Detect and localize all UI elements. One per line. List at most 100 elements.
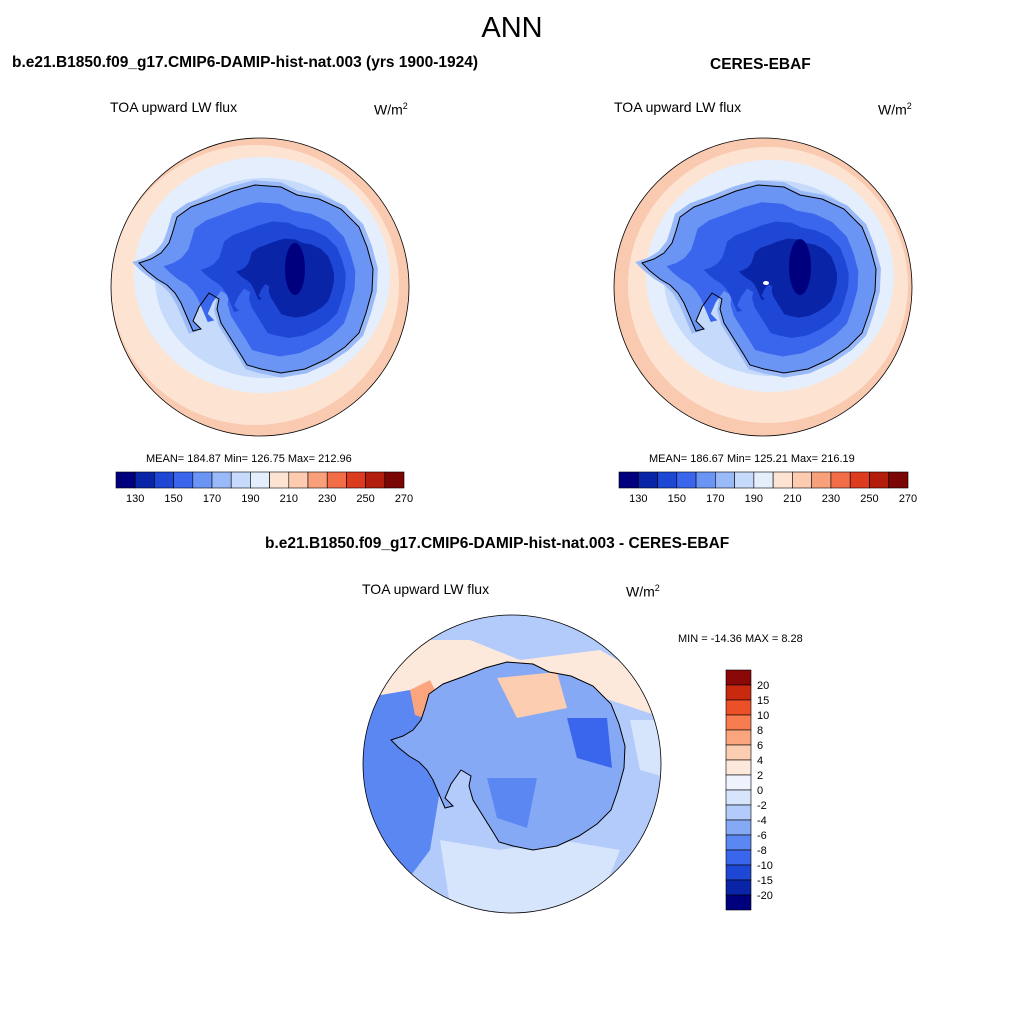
difference-colorbar-box <box>725 819 752 836</box>
difference-colorbar-box <box>725 729 752 746</box>
difference-colorbar-tick: -10 <box>757 860 773 872</box>
difference-colorbar-tick: 2 <box>757 770 763 782</box>
difference-colorbar-box <box>725 789 752 806</box>
model-map-border <box>110 137 410 437</box>
difference-colorbar-box <box>725 879 752 896</box>
obs-units-label: W/m2 <box>878 101 912 118</box>
difference-variable-label: TOA upward LW flux <box>362 581 490 597</box>
difference-colorbar-box <box>725 864 752 881</box>
model-colorbar-tick: 190 <box>241 493 259 505</box>
obs-colorbar-tick: 270 <box>899 493 917 505</box>
difference-colorbar-tick: -4 <box>757 815 767 827</box>
obs-colorbar-box <box>715 471 735 489</box>
difference-panel-title: b.e21.B1850.f09_g17.CMIP6-DAMIP-hist-nat… <box>265 535 730 552</box>
obs-colorbar-box <box>657 471 678 489</box>
model-colorbar-box <box>384 471 405 489</box>
obs-map <box>614 138 912 436</box>
difference-map-border <box>362 614 662 914</box>
model-colorbar-box <box>211 471 232 489</box>
difference-colorbar-tick: 0 <box>757 785 763 797</box>
obs-colorbar-tick: 190 <box>745 493 763 505</box>
difference-colorbar-box <box>725 744 752 761</box>
obs-colorbar-tick: 170 <box>706 493 724 505</box>
difference-colorbar-box <box>725 714 752 731</box>
model-colorbar-box <box>250 471 270 489</box>
obs-colorbar-tick: 250 <box>860 493 878 505</box>
difference-colorbar-box <box>725 849 752 866</box>
model-colorbar-tick: 210 <box>280 493 298 505</box>
obs-colorbar-tick: 210 <box>783 493 801 505</box>
model-colorbar-tick: 270 <box>395 493 413 505</box>
obs-colorbar-box <box>849 471 870 489</box>
difference-colorbar-box <box>725 684 752 701</box>
difference-colorbar-box <box>725 759 752 776</box>
obs-colorbar-box <box>830 471 851 489</box>
difference-map <box>363 615 661 913</box>
obs-colorbar-box <box>695 471 716 489</box>
obs-map-border <box>613 137 913 437</box>
model-stats: MEAN= 184.87 Min= 126.75 Max= 212.96 <box>146 453 352 465</box>
model-colorbar-box <box>134 471 155 489</box>
model-colorbar-box <box>326 471 347 489</box>
model-panel-title: b.e21.B1850.f09_g17.CMIP6-DAMIP-hist-nat… <box>12 54 479 71</box>
obs-colorbar-tick: 230 <box>822 493 840 505</box>
model-colorbar-tick: 230 <box>318 493 336 505</box>
model-variable-label: TOA upward LW flux <box>110 99 238 115</box>
difference-colorbar-tick: 6 <box>757 740 763 752</box>
obs-colorbar-box <box>676 471 697 489</box>
model-colorbar-box <box>230 471 251 489</box>
obs-colorbar-tick: 130 <box>629 493 647 505</box>
obs-colorbar-box <box>618 471 639 489</box>
difference-colorbar-box <box>725 774 752 791</box>
obs-colorbar-box <box>753 471 774 489</box>
model-colorbar-box <box>288 471 309 489</box>
model-colorbar-tick: 150 <box>164 493 182 505</box>
difference-colorbar-tick: 20 <box>757 680 769 692</box>
model-colorbar-tick: 170 <box>203 493 221 505</box>
obs-panel-title: CERES-EBAF <box>710 56 811 73</box>
obs-colorbar: 130 150 170 190 210 230 250 270 <box>618 471 917 505</box>
obs-colorbar-box <box>811 471 832 489</box>
difference-colorbar-box <box>725 699 752 716</box>
model-colorbar-box <box>346 471 366 489</box>
model-colorbar-box <box>307 471 328 489</box>
difference-stats: MIN = -14.36 MAX = 8.28 <box>678 633 803 645</box>
model-colorbar-box <box>154 471 174 489</box>
obs-colorbar-tick: 150 <box>668 493 686 505</box>
difference-colorbar-tick: -8 <box>757 845 767 857</box>
difference-colorbar-tick: -15 <box>757 875 773 887</box>
model-colorbar-tick: 130 <box>126 493 144 505</box>
obs-colorbar-box <box>869 471 890 489</box>
obs-colorbar-box <box>888 471 909 489</box>
difference-colorbar-tick: -2 <box>757 800 767 812</box>
difference-colorbar-tick: 10 <box>757 710 769 722</box>
difference-colorbar-tick: -20 <box>757 890 773 902</box>
difference-colorbar-box <box>725 669 752 686</box>
difference-colorbar-box <box>725 834 752 851</box>
obs-colorbar-box <box>637 471 658 489</box>
obs-stats: MEAN= 186.67 Min= 125.21 Max= 216.19 <box>649 453 855 465</box>
difference-colorbar-tick: -6 <box>757 830 767 842</box>
obs-colorbar-box <box>772 471 793 489</box>
model-colorbar-tick: 250 <box>356 493 374 505</box>
model-colorbar-box <box>192 471 213 489</box>
difference-colorbar-box <box>725 894 752 911</box>
model-colorbar-box <box>115 471 136 489</box>
difference-colorbar-tick: 4 <box>757 755 763 767</box>
difference-colorbar-box <box>725 804 752 821</box>
obs-colorbar-box <box>792 471 812 489</box>
obs-variable-label: TOA upward LW flux <box>614 99 742 115</box>
difference-colorbar-tick: 15 <box>757 695 769 707</box>
model-colorbar-box <box>269 471 290 489</box>
model-colorbar-box <box>365 471 386 489</box>
figure-title: ANN <box>481 12 543 44</box>
model-map <box>111 138 409 436</box>
difference-colorbar-tick: 8 <box>757 725 763 737</box>
model-units-label: W/m2 <box>374 101 408 118</box>
obs-colorbar-box <box>734 471 755 489</box>
model-colorbar: 130 150 170 190 210 230 250 270 <box>115 471 413 505</box>
difference-units-label: W/m2 <box>626 583 660 600</box>
model-colorbar-box <box>173 471 194 489</box>
